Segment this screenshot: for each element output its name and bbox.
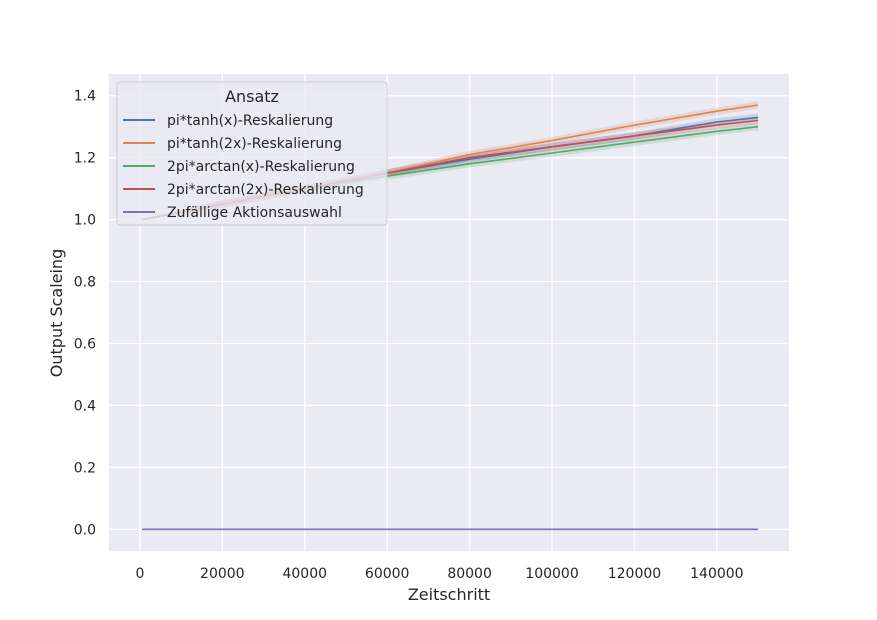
y-tick-label: 1.4 — [74, 89, 96, 105]
x-tick-labels: 0 20000 40000 60000 80000 100000 120000 140000 — [135, 566, 743, 582]
x-tick-label: 100000 — [525, 566, 578, 582]
legend-label: 2pi*arctan(x)-Reskalierung — [167, 159, 355, 175]
y-axis-label: Output Scaleing — [47, 249, 66, 377]
legend-label: 2pi*arctan(2x)-Reskalierung — [167, 182, 364, 198]
y-tick-label: 1.2 — [74, 151, 96, 167]
y-tick-label: 0.6 — [74, 336, 96, 352]
series-band — [142, 122, 759, 220]
legend-label: pi*tanh(2x)-Reskalierung — [167, 136, 342, 152]
x-tick-label: 60000 — [365, 566, 410, 582]
legend-items: pi*tanh(x)-Reskalierung pi*tanh(2x)-Reska… — [123, 113, 364, 221]
x-tick-label: 80000 — [447, 566, 492, 582]
legend-title: Ansatz — [225, 87, 279, 106]
x-tick-label: 20000 — [200, 566, 245, 582]
x-tick-label: 0 — [135, 566, 144, 582]
legend-label: Zufällige Aktionsauswahl — [167, 205, 342, 221]
x-tick-label: 40000 — [282, 566, 327, 582]
x-axis-label: Zeitschritt — [408, 585, 490, 604]
legend-label: pi*tanh(x)-Reskalierung — [167, 113, 333, 129]
x-tick-label: 120000 — [608, 566, 661, 582]
y-tick-label: 0.2 — [74, 460, 96, 476]
y-tick-label: 1.0 — [74, 213, 96, 229]
y-tick-labels: 0.0 0.2 0.4 0.6 0.8 1.0 1.2 1.4 — [74, 89, 96, 539]
y-tick-label: 0.4 — [74, 398, 96, 414]
y-tick-label: 0.8 — [74, 275, 96, 291]
y-tick-label: 0.0 — [74, 522, 96, 538]
legend: Ansatz pi*tanh(x)-Reskalierung pi*tanh(2x… — [116, 81, 388, 226]
legend-box — [116, 81, 388, 226]
x-tick-label: 140000 — [690, 566, 743, 582]
